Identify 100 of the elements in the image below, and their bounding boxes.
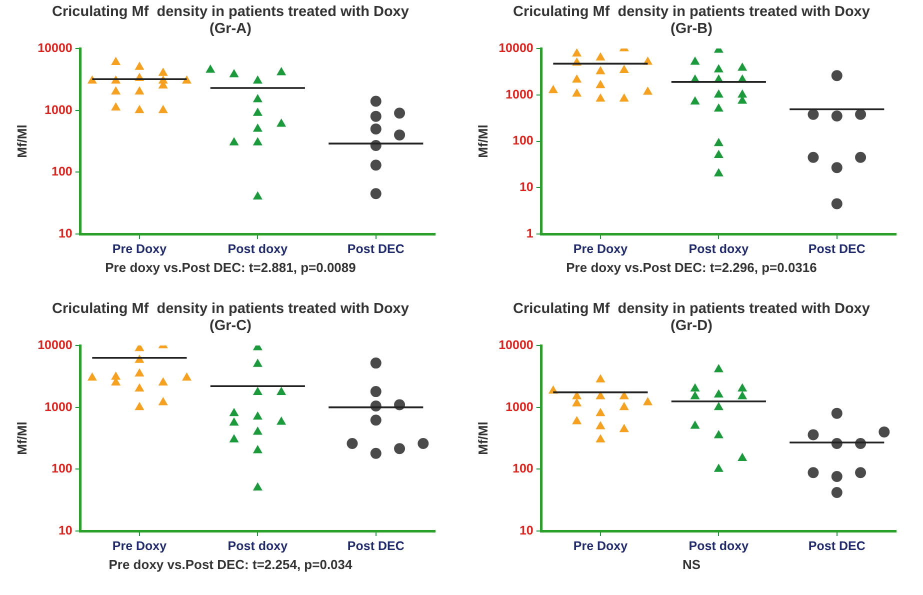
point — [252, 108, 262, 116]
point — [252, 137, 262, 146]
y-tick-label: 10 — [58, 226, 72, 240]
y-tick-label: 100 — [512, 462, 533, 476]
point — [830, 110, 842, 122]
chart-title: Criculating Mf density in patients treated with Doxy — [512, 4, 871, 21]
point — [228, 137, 238, 146]
point — [134, 383, 144, 392]
point — [134, 86, 144, 94]
point — [713, 103, 723, 112]
y-tick-label: 1000 — [44, 400, 72, 414]
point — [86, 372, 96, 381]
chart-title: Criculating Mf density in patients treated with Doxy — [51, 4, 410, 21]
point — [276, 386, 286, 396]
point — [110, 56, 120, 65]
point — [595, 374, 605, 382]
point — [690, 56, 700, 65]
x-tick-label: Post doxy — [227, 538, 288, 553]
point — [713, 389, 723, 398]
point — [370, 386, 381, 398]
point — [830, 471, 842, 482]
point — [713, 464, 723, 472]
point — [830, 70, 842, 82]
y-tick-label: 10000 — [498, 40, 533, 55]
point — [134, 62, 144, 70]
point — [737, 62, 747, 71]
y-tick-label: 10000 — [37, 338, 72, 352]
x-tick-label: Pre Doxy — [112, 538, 166, 553]
point — [713, 64, 723, 72]
x-tick-label: Pre Doxy — [112, 242, 166, 256]
point — [572, 88, 582, 97]
point — [737, 390, 747, 400]
chart-title: Criculating Mf density in patients treated with Doxy — [51, 301, 410, 318]
point — [134, 402, 144, 410]
point — [158, 396, 168, 406]
point — [713, 89, 723, 98]
point — [854, 108, 866, 120]
point — [690, 420, 700, 429]
point — [228, 408, 238, 416]
point — [370, 358, 381, 369]
point — [830, 486, 842, 498]
y-axis-title: Mf/Ml — [474, 124, 490, 158]
point — [830, 162, 842, 174]
point — [572, 416, 582, 424]
point — [110, 102, 120, 111]
point — [595, 434, 605, 442]
point — [830, 198, 842, 210]
y-tick-label: 1000 — [505, 87, 533, 102]
point — [228, 417, 238, 426]
point — [346, 438, 358, 450]
x-tick-label: Post doxy — [227, 242, 288, 256]
chart-subtitle: (Gr-C) — [208, 318, 252, 335]
y-tick-label: 100 — [51, 462, 72, 476]
point — [110, 86, 120, 94]
point — [252, 94, 262, 102]
point — [618, 390, 628, 400]
point — [572, 398, 582, 406]
point — [252, 411, 262, 420]
text: Pre doxy vs.Post DEC: t=2.254, p=0.034 — [108, 557, 354, 572]
point — [690, 390, 700, 400]
point — [595, 93, 605, 102]
y-tick-label: 100 — [512, 134, 533, 148]
point — [642, 396, 652, 406]
point — [205, 64, 215, 73]
point — [713, 150, 723, 158]
chart-subtitle: (Gr-D) — [670, 318, 714, 335]
point — [807, 467, 818, 478]
chart-subtitle: (Gr-A) — [208, 21, 252, 38]
point — [252, 358, 262, 367]
point — [854, 152, 866, 163]
point — [134, 368, 144, 376]
point — [252, 482, 262, 491]
point — [158, 68, 168, 76]
point — [110, 371, 120, 380]
point — [370, 123, 381, 134]
text: Pre doxy vs.Post DEC: t=2.881, p=0.0089 — [104, 260, 357, 275]
point — [252, 75, 262, 84]
point — [394, 443, 405, 454]
point — [276, 118, 286, 127]
point — [252, 426, 262, 435]
point — [417, 438, 428, 450]
y-tick-label: 10 — [58, 523, 72, 538]
text: NS — [681, 557, 702, 572]
point — [713, 430, 723, 438]
x-tick-label: Post DEC — [346, 242, 404, 256]
y-axis-title: Mf/Ml — [14, 124, 29, 158]
point — [370, 414, 381, 426]
point — [713, 402, 723, 410]
x-tick-label: Pre Doxy — [572, 242, 628, 256]
point — [595, 420, 605, 430]
point — [618, 424, 628, 432]
point — [252, 191, 262, 200]
point — [878, 426, 890, 438]
point — [370, 96, 381, 107]
chart-title: Criculating Mf density in patients treated with Doxy — [512, 301, 871, 318]
point — [276, 416, 286, 425]
point — [228, 68, 238, 78]
y-tick-label: 100 — [51, 164, 72, 179]
point — [548, 84, 558, 94]
y-tick-label: 1000 — [44, 102, 72, 117]
